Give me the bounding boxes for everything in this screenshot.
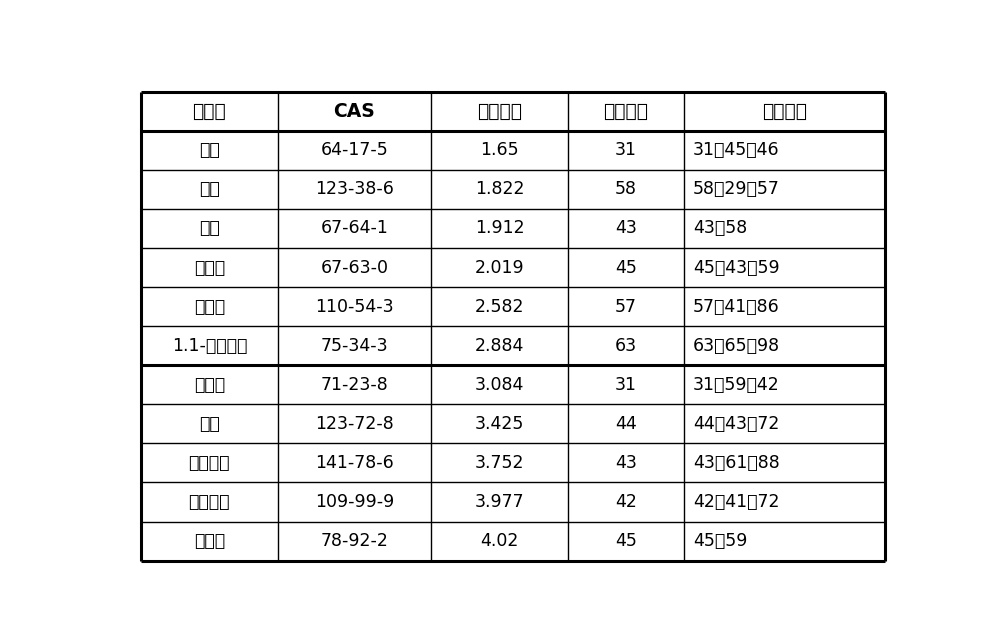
- Text: 正丙醇: 正丙醇: [194, 376, 225, 394]
- Text: 44、43、72: 44、43、72: [693, 415, 779, 433]
- Text: 定量离子: 定量离子: [603, 102, 648, 121]
- Text: 正己烷: 正己烷: [194, 297, 225, 315]
- Text: 31、59、42: 31、59、42: [693, 376, 780, 394]
- Text: 58: 58: [615, 180, 637, 199]
- Text: 3.084: 3.084: [475, 376, 524, 394]
- Text: 化合物: 化合物: [192, 102, 226, 121]
- Text: 45: 45: [615, 532, 637, 550]
- Text: 异丙醇: 异丙醇: [194, 258, 225, 276]
- Text: 仲丁醇: 仲丁醇: [194, 532, 225, 550]
- Text: 乙酸乙酯: 乙酸乙酯: [189, 454, 230, 472]
- Text: 43、58: 43、58: [693, 219, 747, 237]
- Text: 141-78-6: 141-78-6: [315, 454, 394, 472]
- Text: 保留时间: 保留时间: [477, 102, 522, 121]
- Text: 2.019: 2.019: [475, 258, 524, 276]
- Text: 丙醉: 丙醉: [199, 180, 220, 199]
- Text: 3.425: 3.425: [475, 415, 524, 433]
- Text: 42、41、72: 42、41、72: [693, 493, 779, 511]
- Text: 丁醉: 丁醉: [199, 415, 220, 433]
- Text: 44: 44: [615, 415, 637, 433]
- Text: 110-54-3: 110-54-3: [315, 297, 394, 315]
- Text: 123-38-6: 123-38-6: [315, 180, 394, 199]
- Text: CAS: CAS: [334, 102, 375, 121]
- Text: 67-63-0: 67-63-0: [320, 258, 388, 276]
- Text: 63、65、98: 63、65、98: [693, 337, 780, 354]
- Text: 57、41、86: 57、41、86: [693, 297, 780, 315]
- Text: 4.02: 4.02: [480, 532, 519, 550]
- Text: 1.912: 1.912: [475, 219, 524, 237]
- Text: 3.977: 3.977: [475, 493, 524, 511]
- Text: 45: 45: [615, 258, 637, 276]
- Text: 2.884: 2.884: [475, 337, 524, 354]
- Text: 67-64-1: 67-64-1: [320, 219, 388, 237]
- Text: 1.1-二氯乙烷: 1.1-二氯乙烷: [172, 337, 247, 354]
- Text: 31、45、46: 31、45、46: [693, 141, 780, 160]
- Text: 43: 43: [615, 454, 637, 472]
- Text: 1.65: 1.65: [480, 141, 519, 160]
- Text: 45、59: 45、59: [693, 532, 747, 550]
- Text: 64-17-5: 64-17-5: [321, 141, 388, 160]
- Text: 78-92-2: 78-92-2: [320, 532, 388, 550]
- Text: 3.752: 3.752: [475, 454, 524, 472]
- Text: 乙醇: 乙醇: [199, 141, 220, 160]
- Text: 63: 63: [615, 337, 637, 354]
- Text: 定性离子: 定性离子: [762, 102, 807, 121]
- Text: 58、29、57: 58、29、57: [693, 180, 780, 199]
- Text: 42: 42: [615, 493, 637, 511]
- Text: 71-23-8: 71-23-8: [321, 376, 388, 394]
- Text: 31: 31: [615, 376, 637, 394]
- Text: 31: 31: [615, 141, 637, 160]
- Text: 45、43、59: 45、43、59: [693, 258, 780, 276]
- Text: 2.582: 2.582: [475, 297, 524, 315]
- Text: 75-34-3: 75-34-3: [321, 337, 388, 354]
- Text: 109-99-9: 109-99-9: [315, 493, 394, 511]
- Text: 43: 43: [615, 219, 637, 237]
- Text: 123-72-8: 123-72-8: [315, 415, 394, 433]
- Text: 四氢吶嗅: 四氢吶嗅: [189, 493, 230, 511]
- Text: 1.822: 1.822: [475, 180, 524, 199]
- Text: 43、61、88: 43、61、88: [693, 454, 780, 472]
- Text: 57: 57: [615, 297, 637, 315]
- Text: 丙霖: 丙霖: [199, 219, 220, 237]
